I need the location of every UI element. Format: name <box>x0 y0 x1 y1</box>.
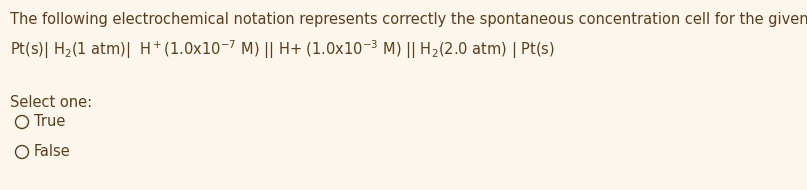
Text: False: False <box>34 143 70 158</box>
Text: The following electrochemical notation represents correctly the spontaneous conc: The following electrochemical notation r… <box>10 12 807 27</box>
Text: True: True <box>34 113 65 128</box>
Text: Pt(s)| H$_2$(1 atm)|  H$^+$(1.0x10$^{-7}$ M) || H+ (1.0x10$^{-3}$ M) || H$_2$(2.: Pt(s)| H$_2$(1 atm)| H$^+$(1.0x10$^{-7}$… <box>10 38 555 61</box>
Text: Select one:: Select one: <box>10 95 92 110</box>
